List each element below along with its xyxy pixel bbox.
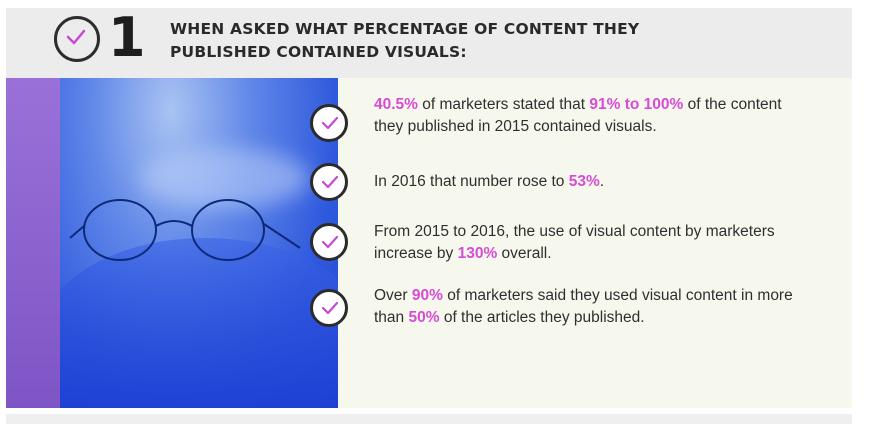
stat-text-segment: of the articles they published.	[439, 309, 645, 326]
check-circle-icon	[310, 104, 348, 142]
purple-accent-band	[6, 78, 60, 408]
stat-text-segment: of marketers stated that	[417, 96, 590, 113]
stat-text-1: 40.5% of marketers stated that 91% to 10…	[374, 94, 794, 138]
stat-highlight: 91% to 100%	[589, 96, 684, 113]
section-title: WHEN ASKED WHAT PERCENTAGE OF CONTENT TH…	[170, 18, 770, 64]
check-circle-icon	[310, 289, 348, 327]
footer-divider	[6, 414, 852, 424]
section-header	[6, 8, 852, 78]
stat-highlight: 50%	[408, 309, 440, 326]
stat-text-segment: overall.	[497, 245, 552, 262]
stat-text-segment: In 2016 that number rose to	[374, 173, 569, 190]
stat-highlight: 40.5%	[374, 96, 418, 113]
photo-highlight	[140, 148, 310, 208]
check-circle-icon	[310, 223, 348, 261]
stat-highlight: 90%	[411, 287, 443, 304]
stat-text-segment: of marketers said they used visual conte…	[374, 287, 793, 326]
section-number: 1	[108, 6, 146, 69]
section-title-line-2: PUBLISHED CONTAINED VISUALS:	[170, 43, 467, 61]
eyeglasses-icon	[69, 199, 301, 261]
content-panel	[6, 78, 852, 408]
glasses-photo	[60, 78, 338, 408]
stat-text-segment: From 2015 to 2016, the use of visual con…	[374, 223, 775, 262]
big-check-circle-icon	[54, 16, 100, 62]
stat-highlight: 130%	[457, 245, 498, 262]
stat-highlight: 53%	[568, 173, 600, 190]
stat-text-segment: Over	[374, 287, 412, 304]
stat-text-4: Over 90% of marketers said they used vis…	[374, 285, 794, 329]
stat-text-2: In 2016 that number rose to 53%.	[374, 171, 794, 193]
check-circle-icon	[310, 163, 348, 201]
stat-text-segment: .	[599, 173, 605, 190]
stat-text-3: From 2015 to 2016, the use of visual con…	[374, 221, 794, 265]
section-title-line-1: WHEN ASKED WHAT PERCENTAGE OF CONTENT TH…	[170, 20, 640, 38]
photo-fabric	[60, 238, 338, 408]
stat-text-segment: of the content they published in 2015 co…	[374, 96, 782, 135]
